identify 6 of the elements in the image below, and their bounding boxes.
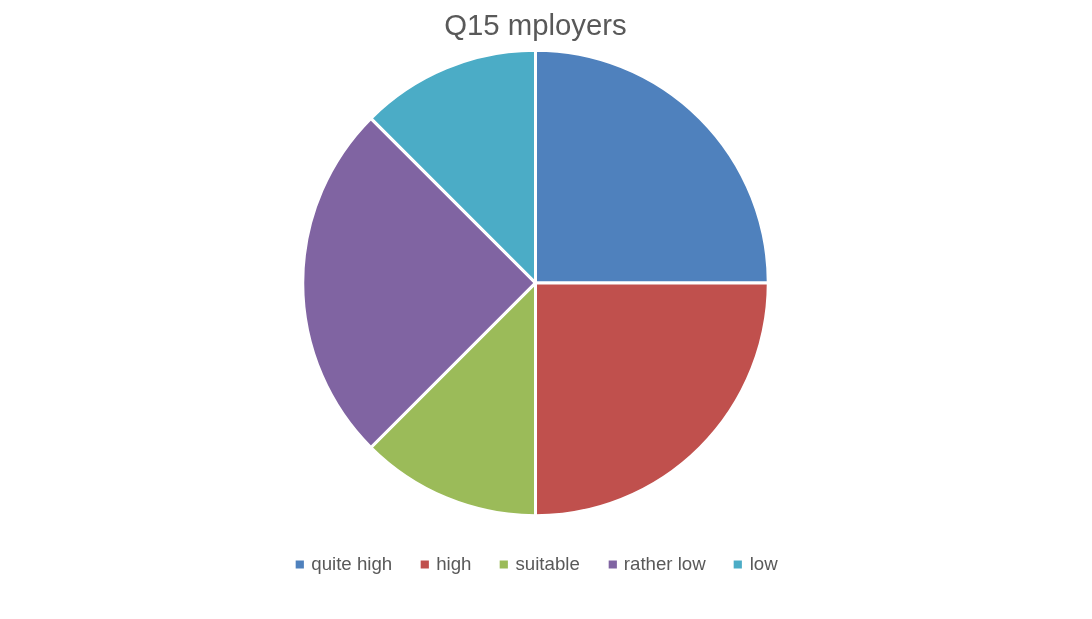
legend-label: low bbox=[749, 553, 778, 575]
legend-label: quite high bbox=[311, 553, 393, 575]
legend-label: suitable bbox=[515, 553, 580, 575]
chart-title: Q15 mployers bbox=[444, 7, 627, 41]
legend-label: high bbox=[436, 553, 472, 575]
legend-label: rather low bbox=[623, 553, 706, 575]
